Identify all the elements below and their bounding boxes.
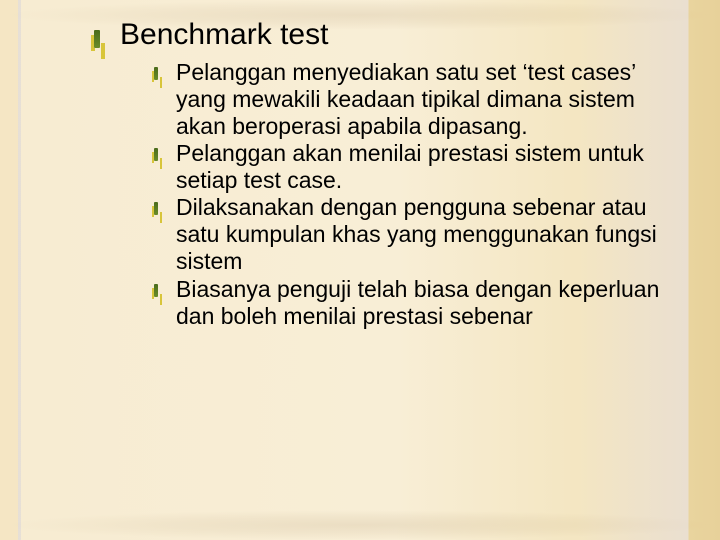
list-item: Biasanya penguji telah biasa dengan kepe… [154, 276, 660, 330]
slide-content: Benchmark test Pelanggan menyediakan sat… [94, 18, 660, 334]
list-item: Pelanggan akan menilai prestasi sistem u… [154, 140, 660, 194]
list-item-text: Pelanggan menyediakan satu set ‘test cas… [176, 59, 660, 140]
list-item-text: Biasanya penguji telah biasa dengan kepe… [176, 276, 660, 330]
list-item-text: Pelanggan akan menilai prestasi sistem u… [176, 140, 660, 194]
title-bullet: Benchmark test Pelanggan menyediakan sat… [94, 18, 660, 330]
list-item: Dilaksanakan dengan pengguna sebenar ata… [154, 194, 660, 275]
list-item-text: Dilaksanakan dengan pengguna sebenar ata… [176, 194, 660, 275]
slide-title: Benchmark test [120, 18, 660, 53]
sub-bullet-list: Pelanggan menyediakan satu set ‘test cas… [154, 59, 660, 330]
list-item: Pelanggan menyediakan satu set ‘test cas… [154, 59, 660, 140]
